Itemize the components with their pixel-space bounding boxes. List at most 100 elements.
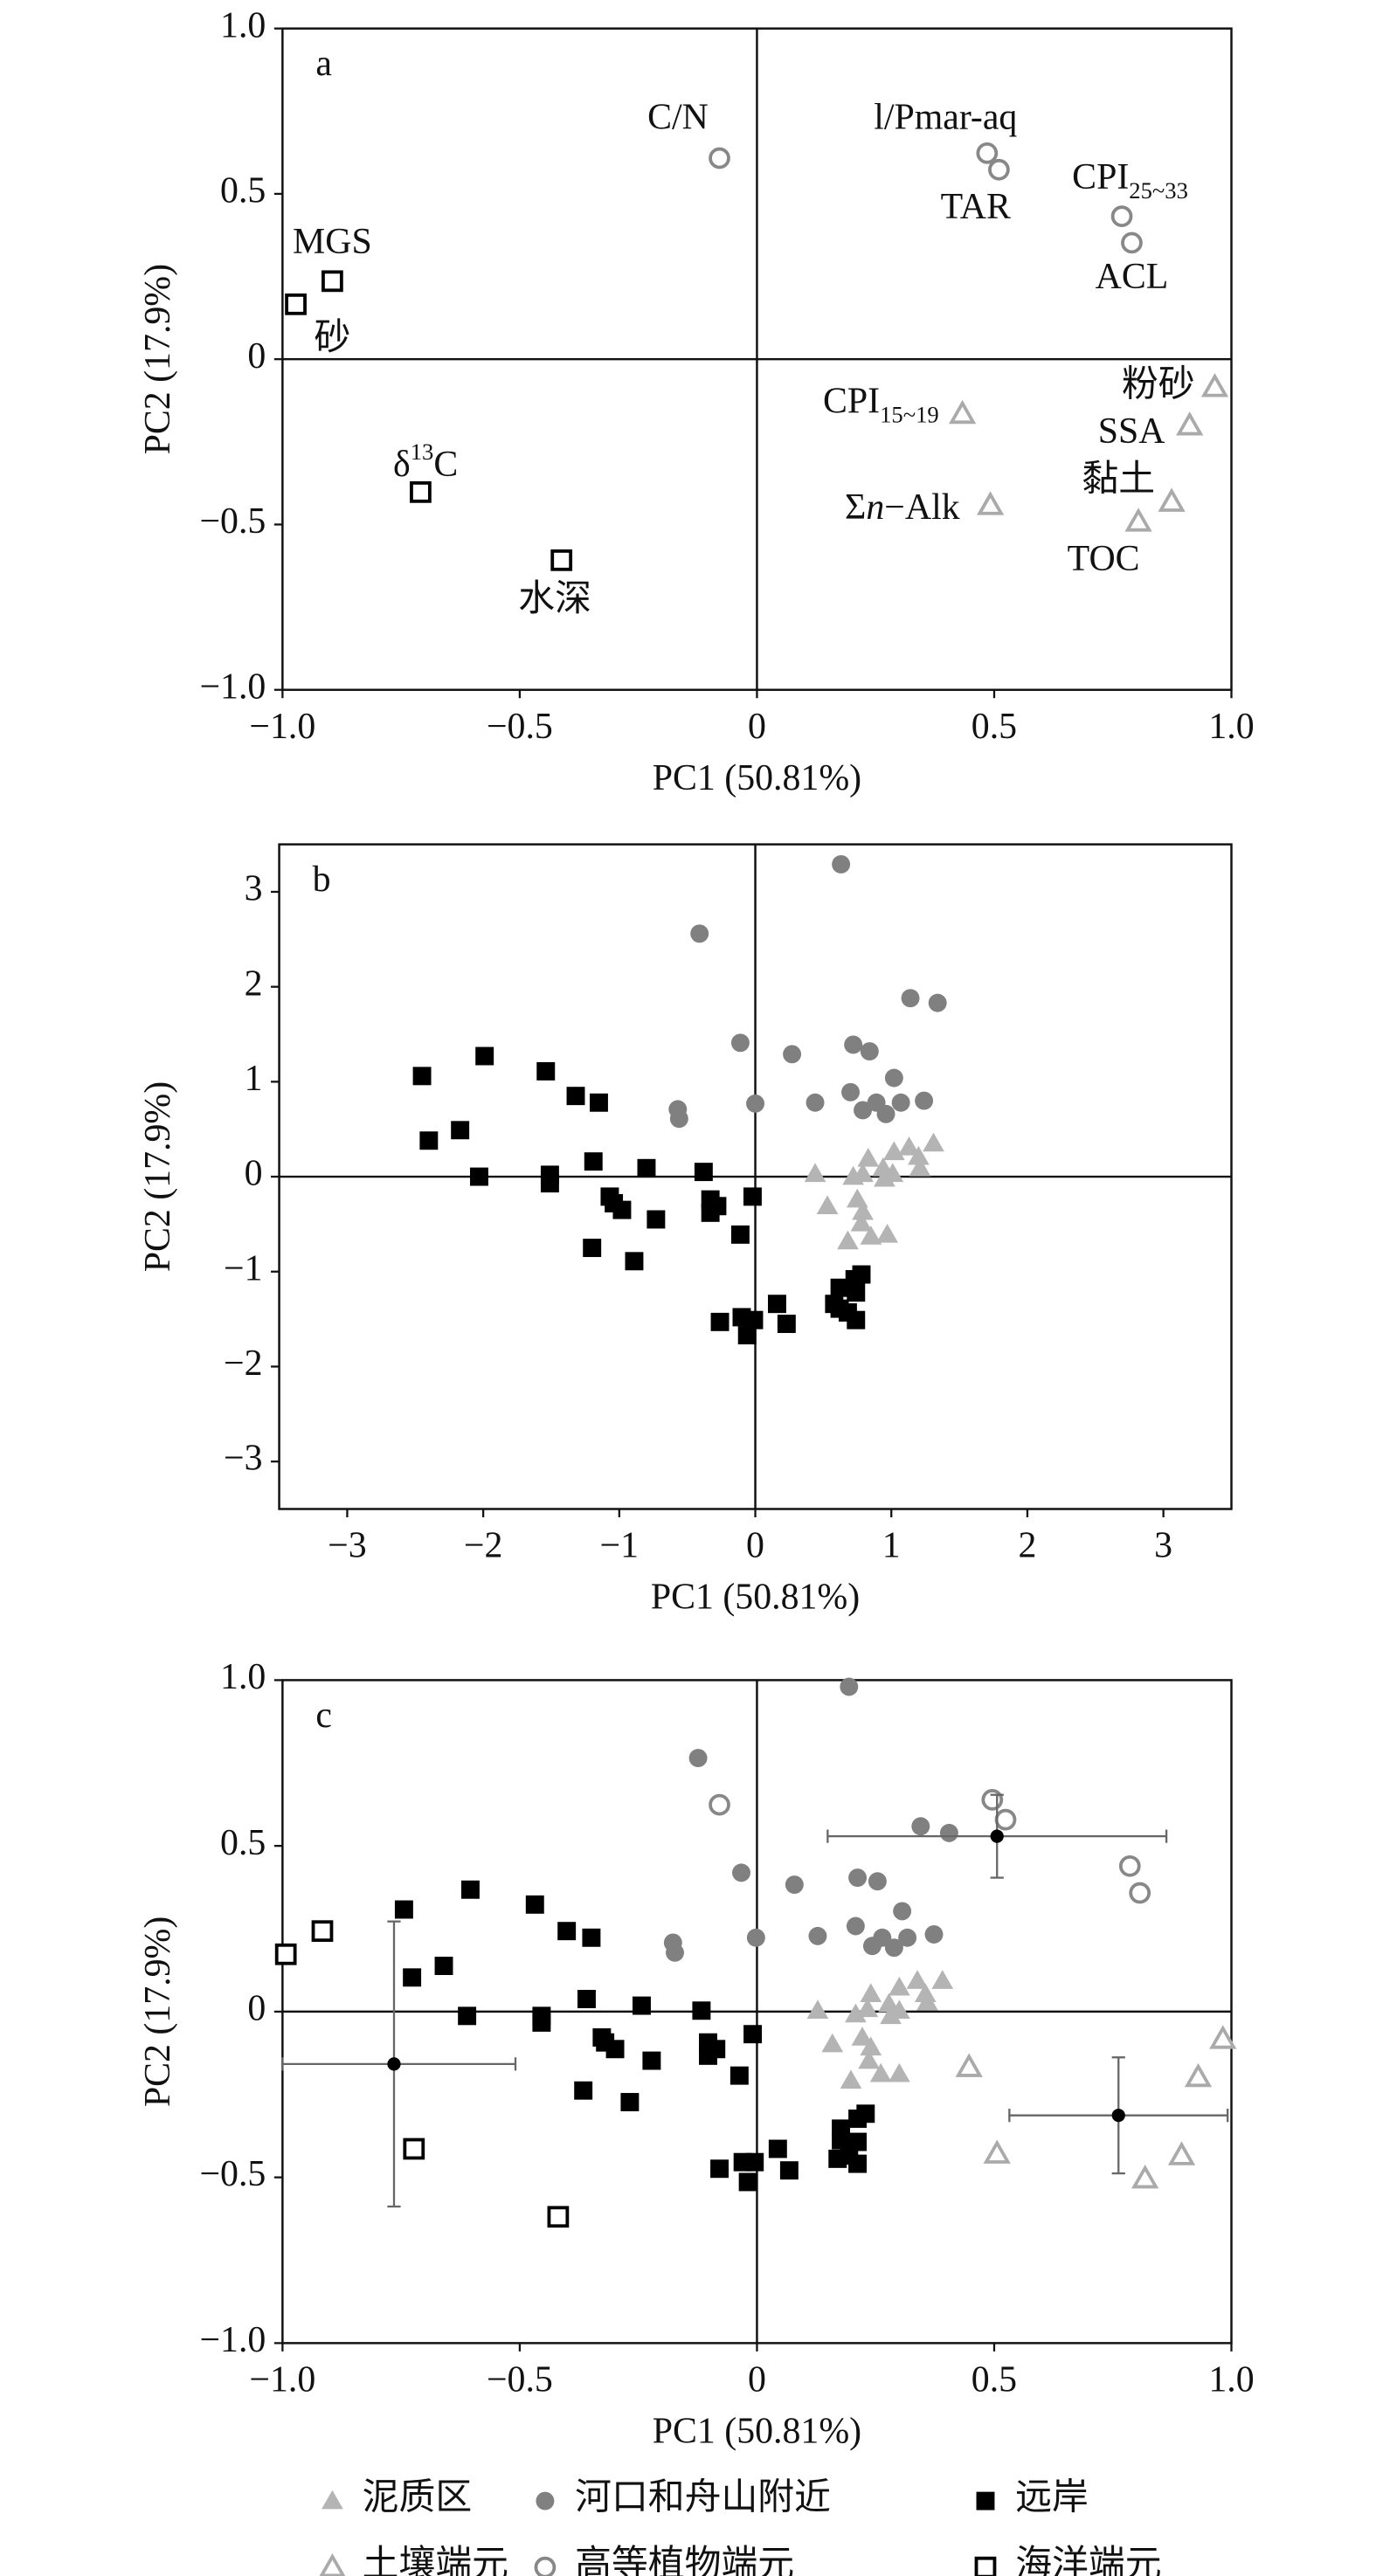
- point: [525, 1895, 544, 1914]
- y-tick-label: −1.0: [199, 2320, 266, 2360]
- point: [923, 1132, 944, 1152]
- point: [694, 1163, 713, 1182]
- point-label: 砂: [315, 318, 351, 358]
- point: [746, 1094, 764, 1113]
- label-part: 黏土: [1082, 459, 1155, 499]
- point: [669, 1109, 688, 1129]
- point: [857, 1148, 880, 1167]
- y-tick-label: 0: [245, 1154, 263, 1194]
- point: [851, 2027, 874, 2046]
- label-part: CPI: [1072, 156, 1129, 197]
- x-tick-label: 0: [748, 707, 766, 747]
- point: [403, 2137, 425, 2160]
- point: [1184, 2062, 1213, 2088]
- point: [914, 1983, 937, 2003]
- point: [592, 2028, 612, 2047]
- label-part: ACL: [1096, 256, 1169, 296]
- point-label: TAR: [941, 187, 1011, 227]
- y-axis-title: PC2 (17.9%): [138, 1081, 178, 1272]
- legend-marker: [322, 2490, 343, 2510]
- point: [876, 1104, 895, 1123]
- x-axis-title: PC1 (50.81%): [653, 2412, 861, 2452]
- point: [274, 1943, 297, 1965]
- point: [1111, 2109, 1125, 2123]
- label-part: δ: [393, 444, 411, 484]
- point: [846, 1916, 865, 1936]
- point: [915, 1091, 934, 1110]
- y-tick-label: −2: [224, 1343, 263, 1384]
- point: [743, 1187, 762, 1206]
- y-tick-label: 0.5: [220, 171, 266, 211]
- point: [901, 989, 920, 1008]
- point-label: δ13C: [393, 439, 458, 485]
- label-part: l/Pmar-aq: [874, 97, 1017, 137]
- y-axis-title: PC2 (17.9%): [138, 264, 178, 454]
- point: [460, 1880, 480, 1899]
- point: [394, 1900, 413, 1919]
- point: [840, 2069, 862, 2089]
- point: [419, 1131, 439, 1150]
- legend-marker: [536, 2491, 555, 2510]
- point: [620, 2093, 640, 2111]
- point-label: 黏土: [1082, 459, 1155, 499]
- point: [637, 1158, 656, 1178]
- point: [994, 1808, 1017, 1831]
- legend-label: 河口和舟山附近: [575, 2478, 831, 2518]
- point-label: C/N: [647, 97, 709, 137]
- point: [785, 1875, 804, 1895]
- point: [550, 549, 573, 571]
- point: [688, 1749, 708, 1768]
- point: [285, 293, 307, 315]
- point: [590, 1093, 608, 1112]
- point: [743, 2025, 763, 2044]
- panel: −1.0 −0.5 0 0.5 1.0 −1.0 −0.5 0 0.5 1.0 a PC1 (50.8…: [138, 5, 1255, 798]
- point: [582, 1928, 601, 1947]
- legend-label: 泥质区: [363, 2478, 473, 2518]
- point: [837, 1230, 859, 1250]
- point: [322, 270, 343, 293]
- point-label: ACL: [1096, 256, 1169, 296]
- legend-label: 土壤端元: [363, 2544, 508, 2576]
- y-tick-label: −0.5: [199, 2154, 266, 2194]
- legend-marker: [319, 2552, 346, 2576]
- panel: −3 −2 −1 0 1 2 3 −3 −2 −1 0 1 2 3 b PC1 (50.81%) PC2 (17…: [138, 843, 1233, 1618]
- label-subscript: 15~19: [880, 402, 939, 428]
- point: [744, 1310, 764, 1329]
- point: [434, 1957, 453, 1975]
- point: [845, 2003, 867, 2023]
- point-label: Σn−Alk: [845, 487, 960, 528]
- point: [852, 1163, 874, 1183]
- point: [948, 399, 977, 425]
- point: [403, 1968, 422, 1987]
- point: [838, 1303, 857, 1322]
- label-part: C/N: [647, 97, 709, 137]
- point: [730, 1033, 750, 1053]
- point: [841, 1082, 860, 1102]
- label-part: C: [433, 444, 458, 484]
- point: [583, 1239, 602, 1258]
- point: [988, 158, 1010, 181]
- point: [981, 1789, 1004, 1811]
- point: [884, 1938, 903, 1958]
- point: [692, 2001, 711, 2020]
- point: [854, 1101, 873, 1120]
- y-axis-title: PC2 (17.9%): [138, 1916, 178, 2107]
- point: [475, 1046, 494, 1066]
- point: [909, 1157, 931, 1177]
- label-part: 水深: [518, 578, 591, 618]
- x-tick-label: 1: [882, 1526, 901, 1566]
- point: [387, 2057, 401, 2071]
- y-tick-label: −3: [224, 1439, 263, 1479]
- point: [808, 1926, 827, 1945]
- point: [850, 1212, 873, 1232]
- point: [690, 924, 709, 943]
- point: [574, 2081, 593, 2100]
- point: [888, 2062, 910, 2082]
- point: [729, 2066, 749, 2085]
- point: [906, 1970, 929, 1989]
- point: [777, 1315, 796, 1333]
- point: [709, 147, 730, 169]
- point: [856, 1998, 879, 2018]
- x-tick-label: 0.5: [971, 707, 1017, 747]
- point: [888, 1976, 910, 1996]
